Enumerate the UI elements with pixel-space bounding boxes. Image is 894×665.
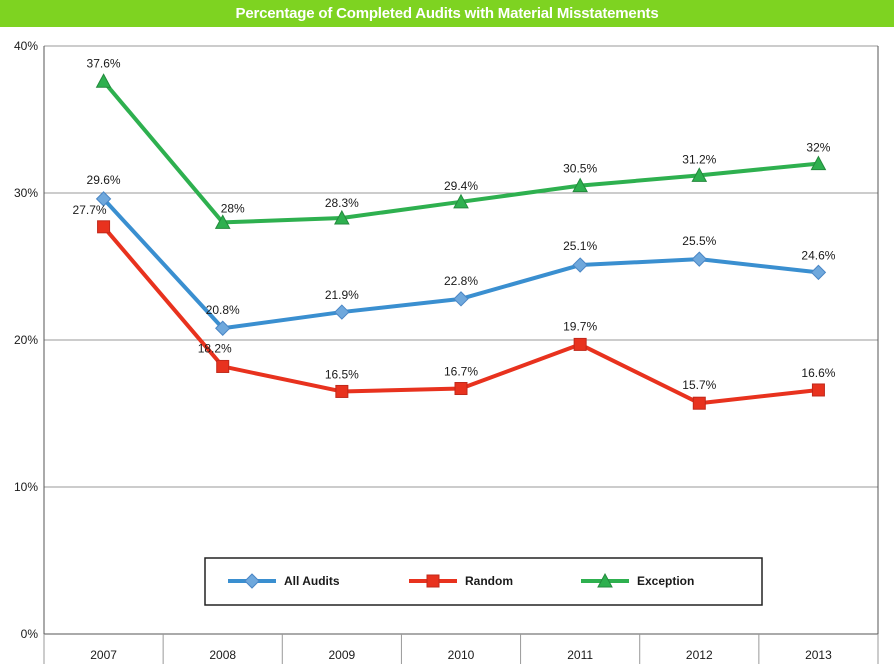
data-point <box>692 396 706 410</box>
series-layer: 29.6%20.8%21.9%22.8%25.1% 25.5%24.6%27.7%… <box>73 56 836 410</box>
series-all-audits: 29.6% 20.8% 21.9% 22.8% 25.1% 25.5% 24.6% <box>87 173 836 336</box>
y-tick-label: 0% <box>21 627 39 641</box>
data-label: 24.6% <box>801 248 835 262</box>
x-tick-label: 2008 <box>209 648 236 662</box>
data-label: 16.7% <box>444 365 478 379</box>
data-point <box>691 167 708 182</box>
x-tick-label: 2011 <box>567 648 593 662</box>
data-label: 25.5% <box>682 234 716 248</box>
x-tick-label: 2013 <box>805 648 832 662</box>
data-point <box>453 291 469 307</box>
data-label: 20.8% <box>206 303 240 317</box>
legend-box <box>204 557 763 606</box>
data-label: 25.1% <box>563 239 597 253</box>
data-point <box>334 304 350 320</box>
legend-marker <box>244 573 260 589</box>
data-label: 16.6% <box>801 366 835 380</box>
data-point <box>572 177 588 193</box>
data-label: 27.7% <box>73 203 107 217</box>
axes <box>43 46 879 635</box>
gridlines <box>44 45 878 488</box>
data-label: 31.2% <box>682 152 716 166</box>
data-point <box>95 73 112 88</box>
data-point <box>811 383 825 397</box>
axis-ticks: 0% 10% 20% 30% 40% 2007 2008 2009 2010 2011 2012 20… <box>14 39 879 664</box>
x-tick-label: 2007 <box>90 648 117 662</box>
data-label: 15.7% <box>682 378 716 392</box>
data-point <box>95 191 112 207</box>
data-label: 37.6% <box>87 56 121 70</box>
y-tick-label: 40% <box>14 39 38 53</box>
data-label: 18.2% <box>198 341 232 355</box>
data-point <box>810 155 827 171</box>
legend-marker <box>426 574 440 588</box>
data-point <box>691 251 707 267</box>
legend-label: All Audits <box>284 574 340 588</box>
data-point <box>810 264 827 281</box>
data-point <box>453 193 469 209</box>
data-label: 29.6% <box>87 173 121 187</box>
series-exception: 37.6% 28% 28.3% 29.4% 30.5% 31.2% 32% <box>87 56 831 229</box>
chart-title: Percentage of Completed Audits with Mate… <box>0 0 894 27</box>
data-point <box>335 384 349 398</box>
data-label: 29.4% <box>444 179 478 193</box>
data-point <box>215 320 231 336</box>
legend-label: Random <box>465 574 513 588</box>
data-label: 16.5% <box>325 367 359 381</box>
y-tick-label: 20% <box>14 333 38 347</box>
data-point <box>334 209 350 225</box>
legend-marker <box>597 572 613 588</box>
data-label: 21.9% <box>325 288 359 302</box>
series-random: 27.7% 18.2% 16.5% 16.7% 19.7% 15.7% 16.6% <box>73 203 836 410</box>
data-point <box>97 220 111 234</box>
y-tick-label: 10% <box>14 480 38 494</box>
data-point <box>573 337 587 351</box>
data-label: 22.8% <box>444 274 478 288</box>
legend: All Audits Random Exception <box>204 557 763 606</box>
y-tick-label: 30% <box>14 186 38 200</box>
data-point <box>454 382 468 396</box>
data-label: 28% <box>221 201 245 215</box>
data-label: 19.7% <box>563 319 597 333</box>
data-label: 32% <box>806 141 830 155</box>
data-label: 30.5% <box>563 162 597 176</box>
data-label: 28.3% <box>325 196 359 210</box>
data-point <box>216 359 230 373</box>
legend-label: Exception <box>637 574 694 588</box>
x-tick-label: 2010 <box>448 648 475 662</box>
x-tick-label: 2012 <box>686 648 713 662</box>
x-tick-label: 2009 <box>329 648 356 662</box>
data-point <box>572 257 588 273</box>
data-point <box>214 214 231 229</box>
